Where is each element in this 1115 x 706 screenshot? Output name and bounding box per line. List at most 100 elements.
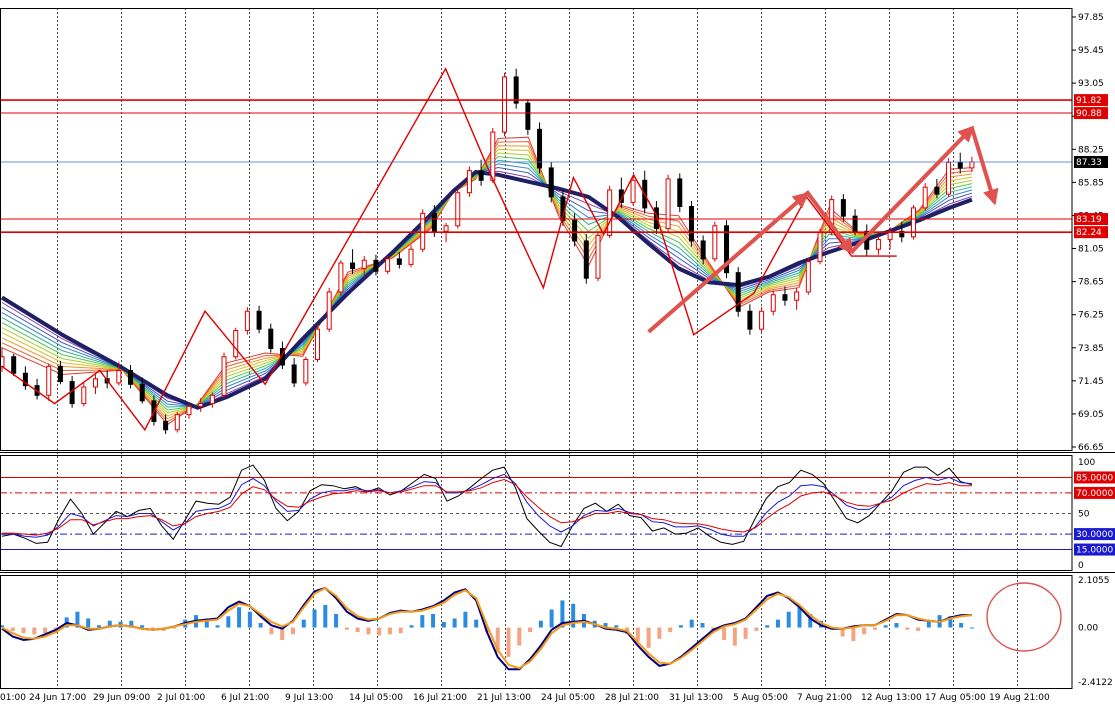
macd-histogram-bar <box>86 618 91 628</box>
macd-histogram-bar <box>538 620 543 628</box>
candle-body <box>607 189 613 236</box>
oscillator-level-tag <box>1074 486 1115 499</box>
candle-body <box>759 310 765 330</box>
candle-body <box>455 192 461 227</box>
candle-body <box>139 383 145 402</box>
price-y-tick-label: 71.45 <box>1078 377 1104 387</box>
oscillator-level-tag <box>1074 528 1115 541</box>
macd-histogram-bar <box>894 623 899 628</box>
price-y-tick-label: 81.05 <box>1078 245 1104 255</box>
candle-body <box>385 258 391 272</box>
candle-body <box>513 76 519 104</box>
macd-histogram-bar <box>571 603 576 628</box>
annotation-arrow <box>647 191 809 334</box>
macd-histogram-bar <box>635 627 640 642</box>
candle-body <box>338 262 344 293</box>
macd-histogram-bar <box>560 600 565 628</box>
oscillator-series-line <box>1 464 973 548</box>
candle-body <box>57 365 63 383</box>
candle-body <box>373 259 379 272</box>
candle-body <box>712 225 718 260</box>
oscillator-level-label: 70.0000 <box>1076 489 1113 499</box>
panel-frame-2 <box>0 575 1073 689</box>
macd-histogram-bar <box>916 627 921 631</box>
macd-histogram-bar <box>549 609 554 628</box>
candle-body <box>209 394 215 405</box>
candle-body <box>840 199 846 217</box>
candle-body <box>794 291 800 301</box>
macd-histogram-bar <box>129 620 134 628</box>
x-tick-label: 24 Jul 05:00 <box>541 693 595 703</box>
candle-body <box>899 230 905 238</box>
candle-body <box>268 328 274 349</box>
candle-body <box>677 178 683 208</box>
macd-histogram-bar <box>150 627 155 630</box>
macd-histogram-bar <box>366 627 371 635</box>
candle-body <box>595 234 601 279</box>
candle-body <box>291 364 297 384</box>
trend-ma-line <box>0 170 973 410</box>
candle-body <box>688 206 694 242</box>
macd-histogram-bar <box>959 623 964 628</box>
price-y-tick-label: 95.45 <box>1078 46 1104 56</box>
candle-body <box>747 310 753 330</box>
macd-histogram-bar <box>657 627 662 639</box>
candle-body <box>700 240 706 260</box>
candle-body <box>244 310 250 332</box>
macd-panel[interactable] <box>0 582 1062 671</box>
x-tick-label: 16 Jul 21:00 <box>413 693 467 703</box>
candle-body <box>782 294 788 301</box>
oscillator-y-tick-label: 100 <box>1078 458 1095 468</box>
macd-histogram-bar <box>21 627 26 634</box>
candle-body <box>665 178 671 230</box>
macd-histogram-bar <box>700 623 705 628</box>
macd-histogram-bar <box>387 627 392 635</box>
candle-body <box>22 372 28 387</box>
annotation-arrow <box>804 190 854 255</box>
x-tick-label: 2 Jul 01:00 <box>157 693 206 703</box>
oscillator-series-line <box>2 473 972 538</box>
macd-histogram-bar <box>431 613 436 628</box>
level-tag <box>1074 107 1108 120</box>
macd-histogram-bar <box>301 619 306 628</box>
macd-histogram-bar <box>32 627 37 635</box>
annotation-arrow <box>850 125 975 254</box>
macd-histogram-bar <box>237 607 242 628</box>
candle-body <box>396 258 402 265</box>
ribbon-ma-line <box>1 159 973 408</box>
candle-body <box>128 370 134 385</box>
macd-histogram-bar <box>10 627 15 631</box>
level-tag-label: 90.88 <box>1076 109 1102 119</box>
ribbon-ma-line <box>1 141 972 423</box>
candle-body <box>315 328 321 360</box>
candle-body <box>583 240 589 279</box>
x-tick-label: 31 Jul 13:00 <box>669 693 723 703</box>
oscillator-level-label: 85.0000 <box>1076 473 1113 483</box>
price-panel[interactable] <box>0 67 1072 434</box>
macd-histogram-bar <box>441 621 446 628</box>
price-y-tick-label: 69.05 <box>1078 410 1104 420</box>
macd-histogram-bar <box>409 625 414 628</box>
candle-body <box>11 356 17 374</box>
candle-body <box>431 212 437 232</box>
candle-body <box>957 161 963 169</box>
macd-histogram-bar <box>355 627 360 633</box>
macd-histogram-bar <box>678 625 683 628</box>
candle-body <box>875 239 881 250</box>
candle-body <box>221 356 227 396</box>
oscillator-level-tag <box>1074 471 1115 484</box>
macd-histogram-bar <box>722 627 727 640</box>
level-tag <box>1074 94 1108 107</box>
vertical-grid <box>57 8 1018 688</box>
macd-histogram-bar <box>969 627 974 629</box>
macd-histogram-bar <box>204 618 209 628</box>
candle-body <box>92 378 98 388</box>
panel-frame-1 <box>0 455 1073 571</box>
oscillator-panel[interactable] <box>0 464 1072 551</box>
macd-histogram-bar <box>43 627 48 634</box>
candle-body <box>0 356 5 367</box>
candle-body <box>46 365 52 396</box>
candle-body <box>548 167 554 198</box>
x-tick-label: 9 Jul 13:00 <box>285 693 334 703</box>
level-tag-label: 83.19 <box>1076 215 1102 225</box>
